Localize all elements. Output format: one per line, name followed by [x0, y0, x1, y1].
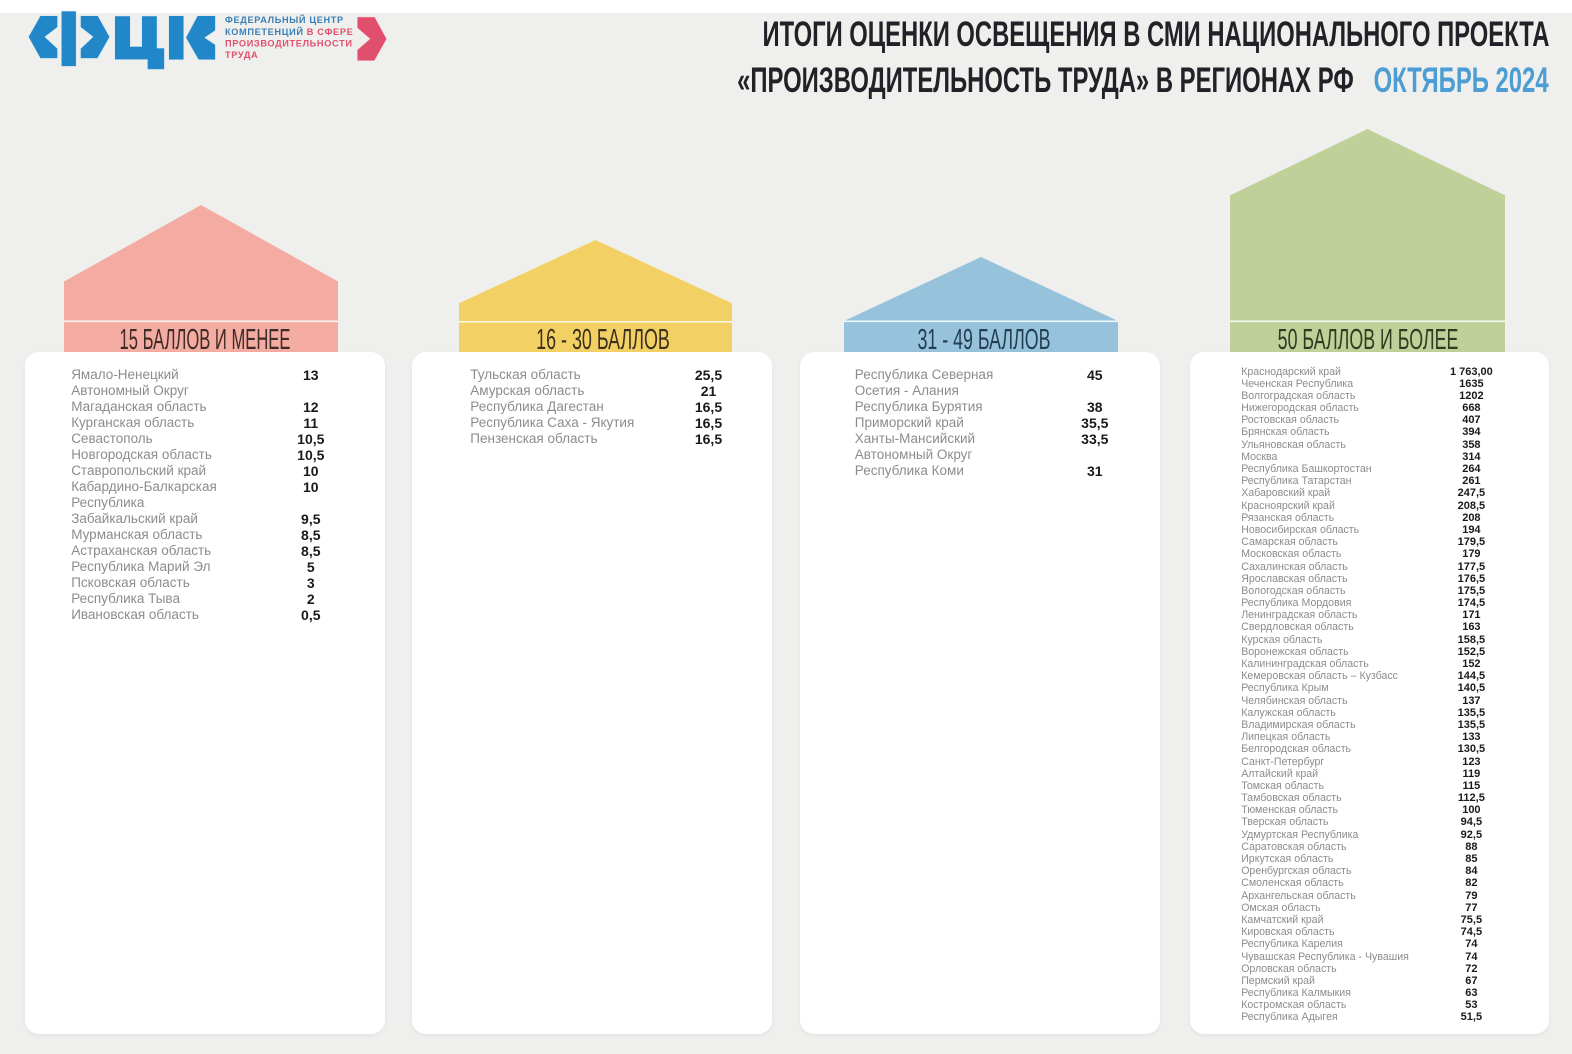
svg-text:ПРОИЗВОДИТЕЛЬНОСТИ: ПРОИЗВОДИТЕЛЬНОСТИ — [225, 38, 353, 48]
svg-text:ТРУДА: ТРУДА — [225, 50, 258, 60]
svg-text:КОМПЕТЕНЦИЙ В СФЕРЕ: КОМПЕТЕНЦИЙ В СФЕРЕ — [225, 26, 353, 37]
svg-text:ФЕДЕРАЛЬНЫЙ ЦЕНТР: ФЕДЕРАЛЬНЫЙ ЦЕНТР — [225, 14, 344, 25]
